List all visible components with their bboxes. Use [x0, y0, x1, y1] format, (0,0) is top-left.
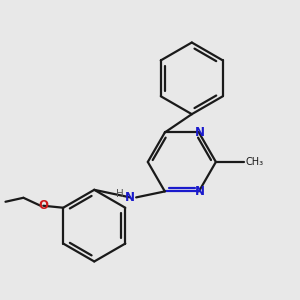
Text: O: O: [38, 199, 48, 212]
Text: N: N: [125, 191, 135, 204]
Text: N: N: [195, 185, 205, 198]
Text: CH₃: CH₃: [246, 157, 264, 167]
Text: N: N: [195, 126, 205, 139]
Text: H: H: [116, 189, 123, 199]
